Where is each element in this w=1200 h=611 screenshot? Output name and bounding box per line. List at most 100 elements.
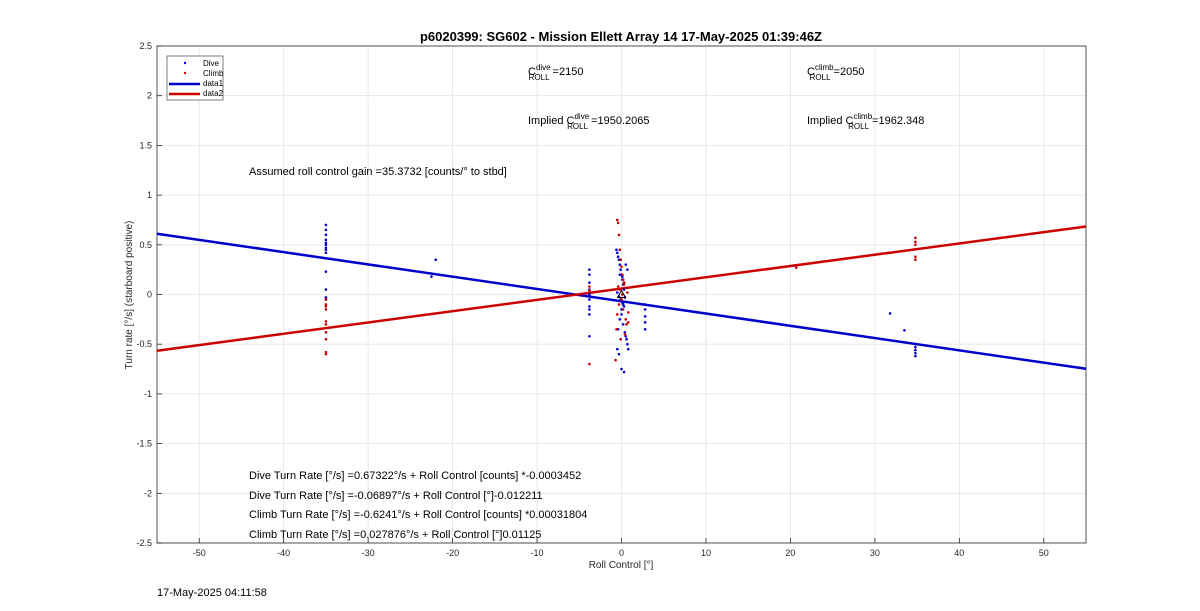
climb-point [625, 323, 628, 326]
dive-point [588, 273, 591, 276]
dive-point [626, 342, 629, 346]
x-tick-label: -20 [446, 548, 459, 558]
x-tick-label: 50 [1039, 548, 1049, 558]
climb-point [624, 318, 628, 321]
dive-point [324, 228, 328, 232]
dive-point [588, 281, 591, 284]
dive-point [903, 328, 906, 332]
dive-point [324, 238, 328, 242]
climb-point [795, 266, 798, 269]
dive-point [324, 233, 328, 237]
legend-climb: Climb [203, 69, 224, 78]
climb-point [622, 283, 626, 286]
chart-title: p6020399: SG602 - Mission Ellett Array 1… [420, 29, 822, 44]
dive-point [324, 246, 328, 250]
legend-data1: data1 [203, 79, 224, 88]
dive-equation-degrees: Dive Turn Rate [°/s] =-0.06897°/s + Roll… [249, 490, 543, 502]
dive-point [615, 347, 619, 351]
dive-point [643, 303, 647, 306]
x-tick-label: 10 [701, 548, 711, 558]
dive-point [914, 348, 917, 352]
c-roll-dive-label: Cdive ROLL =2150 [528, 63, 583, 82]
dive-point [618, 318, 622, 321]
dive-point [324, 251, 328, 255]
dive-point [622, 370, 626, 374]
y-tick-label: -1.5 [136, 439, 152, 449]
climb-point [618, 248, 622, 252]
climb-point [626, 321, 630, 324]
climb-point [619, 337, 622, 341]
dive-point [616, 255, 620, 259]
dive-point [621, 323, 625, 326]
y-tick-label: 1.5 [139, 140, 152, 150]
climb-point [914, 236, 917, 240]
dive-point [588, 308, 591, 311]
x-tick-label: 20 [785, 548, 795, 558]
roll-gain-annotation: Assumed roll control gain =35.3732 [coun… [249, 166, 507, 178]
y-tick-label: -2.5 [136, 538, 152, 548]
dive-point [621, 275, 624, 278]
y-tick-label: -2 [144, 488, 152, 498]
dive-point [618, 263, 622, 266]
legend-dive: Dive [203, 59, 220, 68]
y-tick-label: -1 [144, 389, 152, 399]
dive-point [622, 288, 626, 291]
x-tick-label: -50 [193, 548, 206, 558]
climb-point [617, 233, 621, 237]
dive-point [643, 315, 647, 318]
climb-point [615, 218, 619, 222]
y-tick-label: 2.5 [139, 41, 152, 51]
dive-point [324, 241, 328, 245]
x-tick-label: 30 [870, 548, 880, 558]
climb-point [619, 258, 622, 262]
climb-point [614, 358, 617, 362]
climb-point [588, 289, 591, 292]
climb-point [617, 303, 621, 306]
climb-point [626, 311, 630, 314]
climb-point [618, 288, 622, 291]
climb-point [324, 305, 328, 308]
legend-box [166, 55, 224, 101]
legend: Dive Climb data1 data2 [166, 55, 224, 101]
climb-point [914, 240, 917, 244]
x-tick-label: 0 [619, 548, 624, 558]
data-marks [156, 218, 1087, 374]
dive-point [588, 313, 591, 316]
dive-point [324, 296, 328, 299]
dive-point [617, 352, 621, 356]
origin-marker [616, 289, 627, 298]
y-tick-label: 2 [147, 91, 152, 101]
dive-point [324, 223, 328, 227]
axis-ticks: -50 -40 -30 -20 -10 0 10 20 30 40 50-2.5-2-1.5-1-0… [136, 41, 1048, 558]
dive-point [588, 334, 591, 338]
y-tick-label: 1 [147, 190, 152, 200]
dive-point [620, 367, 623, 371]
dive-point [615, 291, 619, 294]
climb-point [588, 362, 591, 366]
dive-point [588, 293, 591, 296]
dive-point [914, 351, 917, 355]
dive-point [624, 334, 628, 338]
climb-point [621, 278, 625, 281]
dive-point [615, 251, 619, 255]
legend-dive-marker [183, 61, 187, 65]
dive-point [430, 275, 433, 278]
climb-point [626, 291, 629, 294]
climb-point [324, 352, 328, 356]
dive-point [588, 298, 591, 301]
climb-point [623, 332, 627, 336]
dive-point [324, 243, 328, 247]
climb-equation-degrees: Climb Turn Rate [°/s] =0.027876°/s + Rol… [249, 529, 541, 541]
climb-point [622, 281, 626, 284]
x-tick-label: -30 [362, 548, 375, 558]
implied-dive-label: Implied Cdive ROLL =1950.2065 [528, 112, 649, 131]
dive-point [615, 248, 618, 252]
dive-equation-counts: Dive Turn Rate [°/s] =0.67322°/s + Roll … [249, 470, 581, 482]
x-tick-label: -10 [531, 548, 544, 558]
dive-point [619, 268, 622, 271]
dive-point [888, 312, 892, 315]
dive-point [588, 305, 591, 308]
climb-point [588, 285, 591, 288]
climb-point [615, 313, 619, 316]
